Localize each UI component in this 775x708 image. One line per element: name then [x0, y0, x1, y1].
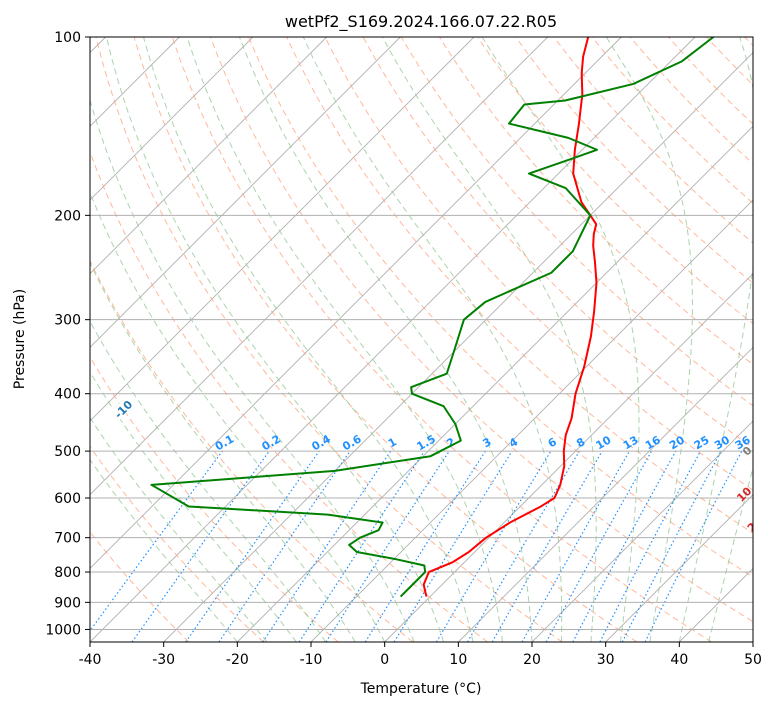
moist-adiabat-line — [382, 37, 597, 642]
dry-adiabat-line — [629, 37, 753, 165]
isotherm-line — [605, 494, 753, 642]
dry-adiabat-line — [171, 37, 712, 642]
y-tick-label: 900 — [54, 595, 81, 611]
x-tick-label: 10 — [449, 652, 467, 668]
mixing-ratio-line — [185, 450, 320, 642]
dry-adiabat-line — [90, 445, 264, 642]
dry-adiabat-line — [133, 37, 638, 642]
x-tick-label: -10 — [300, 652, 323, 668]
mixing-ratio-line — [393, 450, 513, 642]
isotherm-line — [90, 37, 254, 201]
y-tick-label: 800 — [54, 565, 81, 581]
dry-adiabat-line — [210, 37, 753, 623]
dewpoint-profile-line — [150, 37, 715, 598]
dry-adiabat-line — [248, 37, 753, 578]
plot-area: -100-90-80-70-60-50-40-30-20-100.10.20.4… — [90, 37, 765, 642]
moist-adiabat-line — [605, 37, 693, 642]
x-tick-label: 20 — [523, 652, 541, 668]
moist-adiabat-line — [708, 465, 753, 642]
y-tick-label: 1000 — [45, 622, 81, 638]
dry-adiabat-line — [400, 37, 753, 407]
isotherm-line — [90, 37, 696, 642]
moist-adiabat-line — [90, 458, 238, 642]
mixing-ratio-line — [325, 450, 450, 642]
temperature-profile-line — [422, 37, 598, 597]
moist-adiabat-line — [90, 320, 327, 642]
mixing-ratio-line — [521, 450, 631, 642]
x-tick-label: 40 — [670, 652, 688, 668]
dry-adiabat-line — [477, 37, 753, 325]
isotherm-line — [531, 420, 753, 642]
x-tick-label: -40 — [79, 652, 102, 668]
dry-adiabat-line — [515, 37, 753, 284]
mixing-ratio-line — [364, 450, 486, 642]
moist-adiabat-line — [302, 37, 563, 642]
moist-adiabat-line — [106, 37, 445, 642]
mixing-ratio-line — [572, 450, 677, 642]
mixing-ratio-line — [131, 450, 270, 642]
dry-adiabat-line — [90, 259, 414, 642]
y-tick-label: 400 — [54, 387, 81, 403]
x-axis-title: Temperature (°C) — [360, 681, 482, 697]
moist-adiabat-line — [239, 37, 533, 642]
dry-adiabat-line — [95, 37, 563, 642]
moist-adiabat-line — [90, 261, 356, 642]
y-tick-label: 600 — [54, 491, 81, 507]
moist-adiabat-line — [143, 37, 474, 642]
axis-ticks: -40 -30 -20 -10 0 10 20 30 40 50 100 200 300 400 500 60… — [45, 30, 762, 668]
isotherm-line — [90, 37, 622, 569]
x-tick-label: -20 — [226, 652, 249, 668]
moist-adiabat-label: 20 — [745, 514, 765, 534]
y-tick-label: 100 — [54, 30, 81, 46]
moist-adiabat-line — [90, 416, 268, 642]
isotherm-line — [384, 273, 753, 642]
moist-adiabat-line — [678, 37, 753, 642]
x-tick-label: 50 — [744, 652, 762, 668]
mixing-ratio-line — [491, 450, 603, 642]
isotherm-line — [90, 37, 475, 422]
chart-title: wetPf2_S169.2024.166.07.22.R05 — [285, 12, 557, 32]
moist-adiabat-line — [186, 37, 504, 642]
y-tick-label: 300 — [54, 313, 81, 329]
moist-adiabat-line — [481, 37, 640, 642]
mixing-ratio-line — [435, 450, 552, 642]
mixing-ratio-line — [545, 450, 653, 642]
isotherm-line — [90, 37, 327, 275]
dry-adiabat-line — [362, 37, 753, 449]
isotherm-line — [163, 52, 753, 642]
isotherm-line — [90, 37, 548, 496]
isotherm-line — [237, 125, 753, 642]
mixing-ratio-line — [90, 450, 223, 632]
moist-adiabat-label: 10 — [734, 484, 754, 504]
y-tick-label: 200 — [54, 208, 81, 224]
mixing-ratio-line — [218, 450, 351, 642]
isotherm-line — [458, 346, 753, 642]
y-tick-label: 700 — [54, 531, 81, 547]
y-axis-title: Pressure (hPa) — [12, 289, 28, 389]
isotherm-line — [90, 37, 401, 348]
dry-adiabat-line — [591, 37, 753, 204]
y-tick-label: 500 — [54, 444, 81, 460]
moist-adiabat-line — [90, 98, 415, 642]
moist-adiabat-line — [90, 371, 297, 642]
dry-adiabat-label-bg — [109, 395, 136, 422]
dry-adiabat-line — [324, 37, 753, 491]
x-tick-label: 30 — [597, 652, 615, 668]
x-tick-label: -30 — [152, 652, 175, 668]
x-tick-label: 0 — [380, 652, 389, 668]
plot-frame — [89, 36, 754, 643]
moist-adiabat-line — [90, 191, 386, 642]
